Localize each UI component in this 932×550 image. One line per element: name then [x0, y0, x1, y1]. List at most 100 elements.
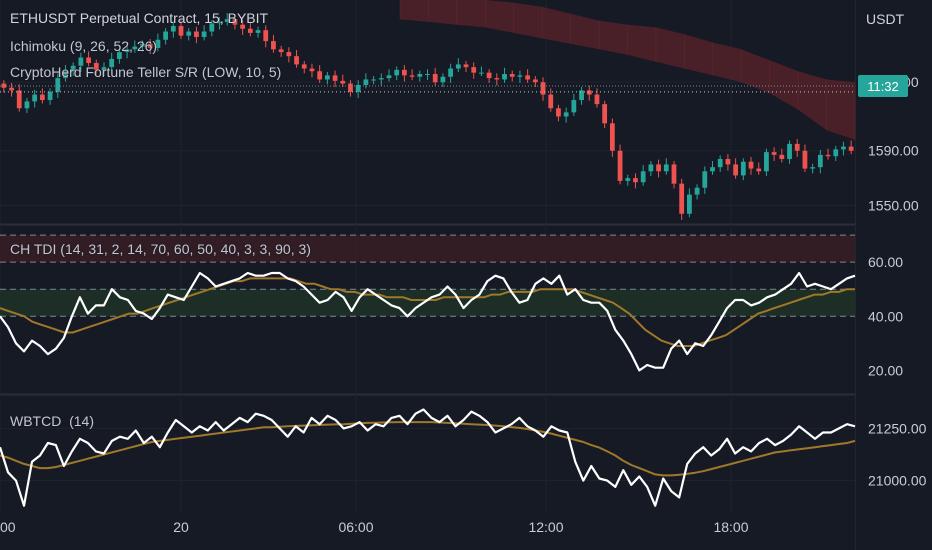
- time-tick-label: 06:00: [338, 519, 373, 535]
- candle-body: [63, 71, 68, 79]
- candle-body: [278, 49, 284, 53]
- tdi-legend[interactable]: CH TDI (14, 31, 2, 14, 70, 60, 50, 40, 3…: [10, 241, 311, 257]
- candle-body: [394, 69, 400, 76]
- candle-body: [140, 43, 145, 47]
- candle-body: [432, 74, 438, 83]
- candle-body: [55, 78, 61, 92]
- symbol-title[interactable]: ETHUSDT Perpetual Contract, 15, BYBIT: [10, 10, 269, 26]
- candle-body: [78, 57, 84, 66]
- ichimoku-cloud: [399, 0, 856, 140]
- candle-body: [355, 84, 361, 92]
- candle-body: [663, 164, 669, 172]
- candle-body: [764, 152, 769, 172]
- candle-body: [810, 167, 816, 169]
- wbtcd-legend-name: WBTCD: [10, 413, 62, 429]
- tdi-tick-label: 20.00: [868, 362, 903, 378]
- candle-body: [463, 64, 469, 68]
- candle-body: [309, 68, 315, 72]
- candle-body: [602, 104, 608, 124]
- wbtcd-main-line: [0, 408, 856, 507]
- candle-body: [209, 23, 215, 32]
- candle-body: [93, 63, 99, 70]
- candle-body: [794, 143, 800, 151]
- candle-body: [833, 149, 839, 157]
- axes: 002006:0012:0018:001640.001590.001550.00…: [0, 74, 927, 535]
- candle-body: [117, 52, 122, 59]
- candle-body: [517, 75, 523, 77]
- currency-label: USDT: [866, 11, 905, 27]
- grid-lines: [0, 0, 856, 550]
- candle-body: [440, 76, 446, 83]
- candle-body: [186, 31, 192, 36]
- candle-body: [679, 183, 685, 214]
- time-tick-label: 12:00: [528, 519, 563, 535]
- candle-body: [86, 57, 91, 64]
- candle-body: [47, 91, 53, 101]
- candle-body: [648, 164, 654, 172]
- candle-body: [825, 154, 831, 157]
- candle-body: [617, 150, 623, 181]
- candle-body: [101, 67, 107, 70]
- countdown-text: 11:32: [867, 79, 899, 94]
- candle-body: [386, 75, 392, 79]
- candle-body: [594, 94, 600, 105]
- candle-body: [841, 146, 846, 150]
- candle-body: [340, 80, 346, 84]
- candle-body: [317, 71, 323, 80]
- price-tick-label: 1590.00: [868, 143, 919, 159]
- tdi-tick-label: 40.00: [868, 308, 903, 324]
- candle-body: [294, 56, 299, 65]
- candle-body: [532, 79, 538, 83]
- candle-body: [224, 19, 230, 22]
- time-tick-label: 18:00: [713, 519, 748, 535]
- candle-body: [656, 164, 661, 172]
- candle-body: [817, 154, 823, 168]
- wbtcd-legend-param: (14): [69, 413, 95, 429]
- candle-body: [471, 67, 477, 73]
- candle-body: [255, 30, 261, 33]
- candle-body: [348, 83, 353, 92]
- candle-body: [170, 26, 176, 32]
- ichimoku-legend[interactable]: Ichimoku (9, 26, 52, 26): [10, 38, 158, 54]
- candle-body: [417, 74, 423, 77]
- wbtcd-legend[interactable]: WBTCD (14): [10, 413, 94, 429]
- candle-body: [540, 82, 546, 95]
- wbtcd-signal-line: [0, 421, 856, 477]
- tdi-upper-zone: [0, 235, 855, 263]
- candle-body: [409, 75, 415, 77]
- candle-body: [324, 75, 330, 80]
- candle-body: [633, 178, 638, 183]
- candle-body: [548, 94, 554, 109]
- candle-body: [579, 90, 584, 101]
- candle-body: [163, 31, 168, 40]
- candle-body: [332, 75, 338, 81]
- candle-body: [609, 123, 615, 151]
- candle-body: [178, 26, 184, 36]
- candle-body: [756, 168, 762, 172]
- candle-body: [571, 100, 577, 113]
- candle-body: [787, 143, 792, 159]
- candle-body: [702, 171, 708, 188]
- candle-body: [32, 94, 38, 102]
- candle-body: [232, 19, 238, 25]
- candle-body: [455, 64, 461, 69]
- candle-body: [448, 68, 453, 77]
- candle-body: [694, 187, 700, 195]
- candle-body: [802, 150, 808, 169]
- candle-body: [479, 72, 484, 74]
- candle-body: [625, 178, 631, 181]
- candle-body: [124, 49, 130, 53]
- candle-body: [725, 158, 731, 165]
- candle-body: [733, 164, 738, 176]
- candle-body: [378, 78, 384, 80]
- candle-body: [263, 30, 269, 42]
- candle-body: [70, 65, 76, 72]
- candle-body: [640, 171, 646, 183]
- candle-body: [371, 79, 376, 81]
- candle-body: [525, 75, 531, 80]
- candle-body: [155, 39, 161, 48]
- sr-legend[interactable]: CryptoHerd Fortune Teller S/R (LOW, 10, …: [10, 64, 282, 80]
- candle-body: [509, 74, 515, 77]
